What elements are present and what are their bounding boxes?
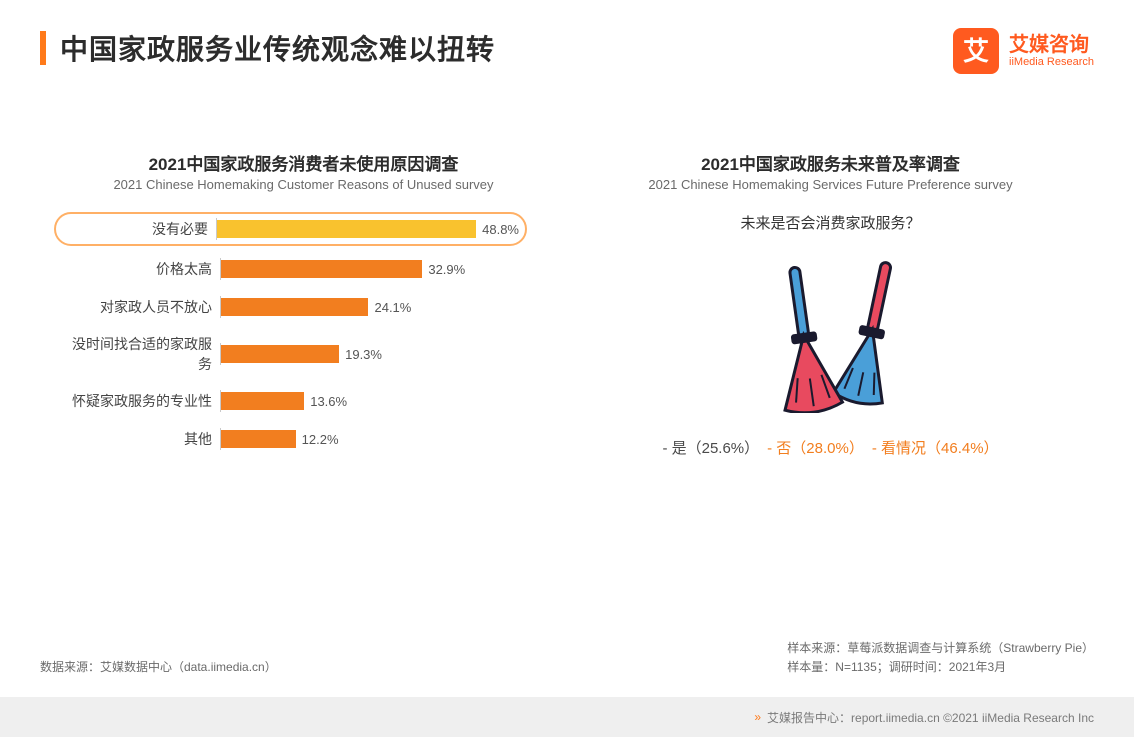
bar-fill xyxy=(221,260,422,278)
bar-track: 32.9% xyxy=(220,258,527,280)
logo-mark: 艾 xyxy=(953,28,999,74)
accent-bar xyxy=(40,31,46,65)
content: 2021中国家政服务消费者未使用原因调查 2021 Chinese Homema… xyxy=(40,150,1094,627)
right-question: 未来是否会消费家政服务？ xyxy=(577,212,1084,233)
legend-item: - 看情况（46.4%） xyxy=(872,440,999,457)
bar-row: 对家政人员不放心 24.1% xyxy=(60,296,527,318)
brand-logo: 艾 艾媒咨询 iiMedia Research xyxy=(953,28,1094,74)
bar-track: 24.1% xyxy=(220,296,527,318)
bar-value: 19.3% xyxy=(345,347,382,362)
copyright-bar: » 艾媒报告中心：report.iimedia.cn ©2021 iiMedia… xyxy=(0,697,1134,737)
logo-text-cn: 艾媒咨询 xyxy=(1009,34,1094,56)
bar-value: 48.8% xyxy=(482,222,519,237)
logo-text: 艾媒咨询 iiMedia Research xyxy=(1009,34,1094,68)
bar-row: 没有必要 48.8% xyxy=(54,212,527,246)
bar-label: 没时间找合适的家政服务 xyxy=(60,334,220,374)
bar-label: 其他 xyxy=(60,429,220,449)
bar-row: 其他 12.2% xyxy=(60,428,527,450)
bar-label: 价格太高 xyxy=(60,259,220,279)
footer-info: 数据来源：艾媒数据中心（data.iimedia.cn） 样本来源：草莓派数据调… xyxy=(40,637,1094,675)
bar-chart: 没有必要 48.8% 价格太高 32.9% 对家政人员不放心 24.1% 没时间找合适的家政… xyxy=(50,212,557,450)
bar-label: 没有必要 xyxy=(56,219,216,239)
bar-row: 价格太高 32.9% xyxy=(60,258,527,280)
chevron-icon: » xyxy=(754,710,761,724)
bar-fill xyxy=(217,220,476,238)
legend-item: - 是（25.6%） xyxy=(662,440,759,457)
footer-source-left: 数据来源：艾媒数据中心（data.iimedia.cn） xyxy=(40,658,277,675)
left-title-en: 2021 Chinese Homemaking Customer Reasons… xyxy=(50,177,557,192)
bar-fill xyxy=(221,298,368,316)
legend-row: - 是（25.6%） - 否（28.0%） - 看情况（46.4%） xyxy=(577,437,1084,458)
left-title-cn: 2021中国家政服务消费者未使用原因调查 xyxy=(50,150,557,175)
bar-value: 32.9% xyxy=(428,262,465,277)
header: 中国家政服务业传统观念难以扭转 艾 艾媒咨询 iiMedia Research xyxy=(40,28,1094,74)
title-wrap: 中国家政服务业传统观念难以扭转 xyxy=(40,28,495,68)
bar-label: 怀疑家政服务的专业性 xyxy=(60,391,220,411)
bar-value: 24.1% xyxy=(374,300,411,315)
page-title: 中国家政服务业传统观念难以扭转 xyxy=(60,28,495,68)
footer-sample-source: 样本来源：草莓派数据调查与计算系统（Strawberry Pie） xyxy=(787,639,1094,656)
legend-item: - 否（28.0%） xyxy=(767,440,864,457)
bar-track: 12.2% xyxy=(220,428,527,450)
bar-track: 19.3% xyxy=(220,343,527,365)
broom-icon xyxy=(741,253,921,413)
bar-row: 没时间找合适的家政服务 19.3% xyxy=(60,334,527,374)
footer-right: 样本来源：草莓派数据调查与计算系统（Strawberry Pie） 样本量：N=… xyxy=(787,637,1094,675)
bar-label: 对家政人员不放心 xyxy=(60,297,220,317)
logo-glyph: 艾 xyxy=(963,38,989,64)
bar-track: 48.8% xyxy=(216,218,519,240)
copyright-text: 艾媒报告中心：report.iimedia.cn ©2021 iiMedia R… xyxy=(767,709,1094,726)
bar-value: 13.6% xyxy=(310,394,347,409)
footer-sample-size: 样本量：N=1135；调研时间：2021年3月 xyxy=(787,658,1094,675)
logo-text-en: iiMedia Research xyxy=(1009,56,1094,68)
bar-fill xyxy=(221,392,304,410)
bar-row: 怀疑家政服务的专业性 13.6% xyxy=(60,390,527,412)
right-title-cn: 2021中国家政服务未来普及率调查 xyxy=(577,150,1084,175)
bar-fill xyxy=(221,345,339,363)
bar-fill xyxy=(221,430,296,448)
bar-track: 13.6% xyxy=(220,390,527,412)
right-panel: 2021中国家政服务未来普及率调查 2021 Chinese Homemakin… xyxy=(567,150,1094,627)
left-panel: 2021中国家政服务消费者未使用原因调查 2021 Chinese Homema… xyxy=(40,150,567,627)
right-title-en: 2021 Chinese Homemaking Services Future … xyxy=(577,177,1084,192)
broom-illustration xyxy=(577,253,1084,413)
bar-value: 12.2% xyxy=(302,432,339,447)
